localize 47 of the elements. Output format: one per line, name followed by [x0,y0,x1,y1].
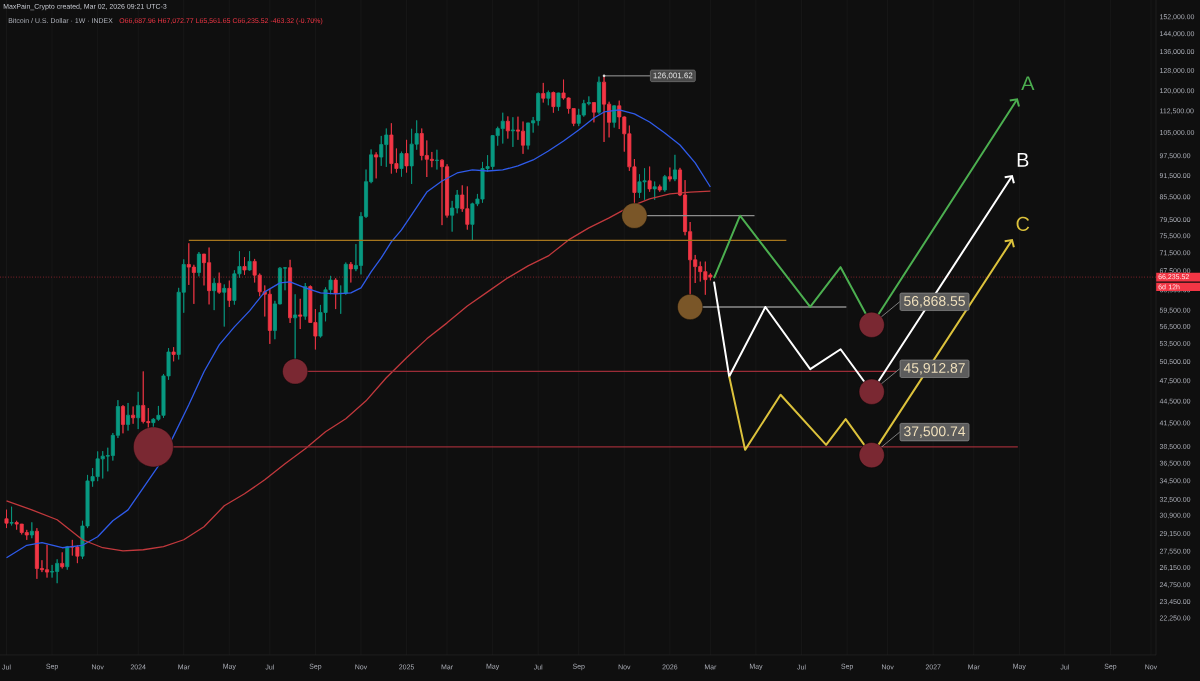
candlestick [171,346,176,362]
data-label: 56,868.55 [904,296,965,308]
candlestick [652,181,657,201]
candlestick [227,280,232,308]
data-label: 45,912.87 [903,362,965,375]
candlestick [343,262,348,296]
candlestick [9,506,14,526]
candlestick [196,251,201,277]
data-label: 37,500.74 [904,426,966,438]
candlestick [120,404,125,434]
candlestick [546,90,551,106]
candlestick [510,116,515,148]
candlestick [505,115,510,140]
candlestick [404,139,409,173]
candlestick [374,151,379,179]
candlestick [647,166,652,193]
candlestick [556,92,561,112]
series-label: B [1017,153,1029,167]
series-label: C [1016,216,1030,231]
candlestick [212,277,217,311]
series-label: A [1021,76,1035,91]
candlestick [222,284,227,327]
candlestick [29,521,34,539]
candlestick [298,298,303,330]
line-series [5,109,712,559]
candlestick [60,551,65,569]
candlestick [434,149,439,170]
candlestick [596,76,601,115]
candlestick [4,509,9,529]
candlestick [541,82,546,103]
line-series [5,190,712,552]
candlestick [672,154,677,182]
candlestick [65,545,70,571]
candlestick [591,101,596,123]
candlestick [267,288,272,345]
candlestick [131,406,136,425]
candlestick [667,167,672,182]
candlestick [551,91,556,114]
candlestick [126,402,131,432]
candlestick [136,391,141,430]
candlestick [657,184,662,193]
candlestick [247,250,252,272]
candlestick [662,174,667,193]
candlestick [242,256,247,276]
candlestick [612,104,617,128]
candlestick [399,151,404,178]
candlestick [303,282,308,321]
